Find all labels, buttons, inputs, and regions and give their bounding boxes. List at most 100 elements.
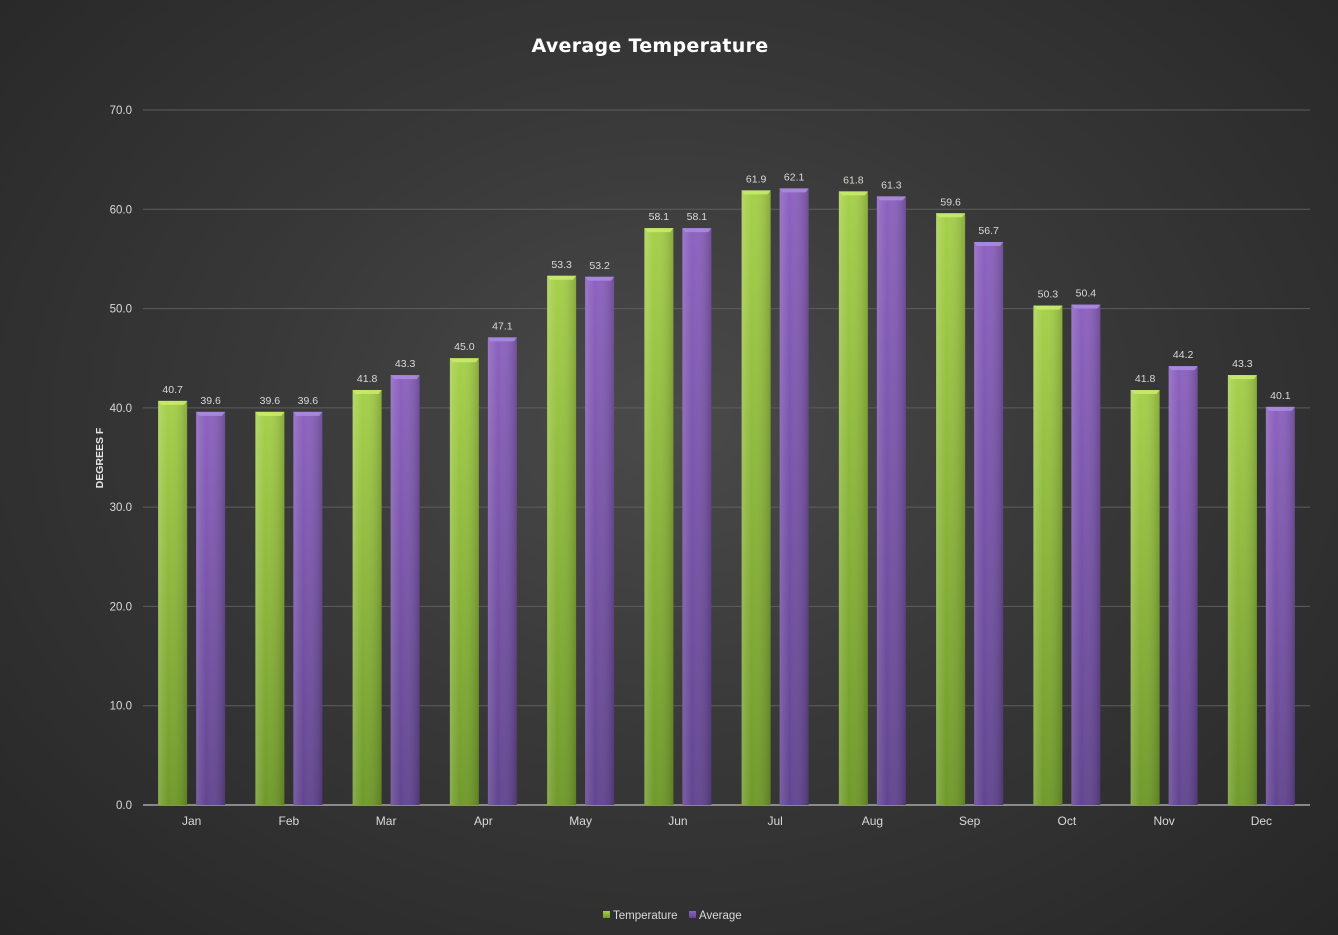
x-tick-label: Nov xyxy=(1153,814,1174,828)
x-tick-label: Apr xyxy=(474,814,493,828)
bar-shading xyxy=(1071,304,1101,805)
data-label-temperature: 41.8 xyxy=(357,373,378,385)
bar-shading xyxy=(1033,305,1063,805)
bar-bevel xyxy=(644,228,674,233)
data-label-average: 39.6 xyxy=(298,395,319,407)
bar-temperature-apr xyxy=(449,358,479,805)
y-tick-label: 40.0 xyxy=(110,403,132,415)
data-label-temperature: 59.6 xyxy=(940,196,961,208)
bar-shading xyxy=(196,411,226,805)
bar-average-jul xyxy=(779,188,809,805)
gridlines xyxy=(143,109,1310,806)
bar-shading xyxy=(293,411,323,805)
legend-label-temperature: Temperature xyxy=(613,910,678,922)
bar-bevel xyxy=(779,188,809,193)
y-tick-label: 70.0 xyxy=(110,105,132,117)
data-label-average: 62.1 xyxy=(784,171,805,183)
bar-average-jan xyxy=(196,411,226,805)
bar-bevel xyxy=(585,276,615,281)
data-label-temperature: 50.3 xyxy=(1038,289,1059,301)
bar-bevel xyxy=(1033,305,1063,310)
y-tick-label: 60.0 xyxy=(110,204,132,216)
bar-bevel xyxy=(449,358,479,363)
bar-average-sep xyxy=(974,242,1004,806)
bar-shading xyxy=(741,190,771,805)
bar-bevel xyxy=(682,228,712,233)
bar-average-oct xyxy=(1071,304,1101,805)
legend-label-average: Average xyxy=(699,910,742,922)
bar-shading xyxy=(974,242,1004,806)
bar-bevel xyxy=(487,337,517,342)
bar-average-aug xyxy=(876,196,906,806)
data-label-average: 44.2 xyxy=(1173,349,1194,361)
bar-bevel xyxy=(1265,406,1295,411)
bar-average-feb xyxy=(293,411,323,805)
data-label-average: 40.1 xyxy=(1270,390,1291,402)
bar-bevel xyxy=(293,411,323,416)
x-tick-label: Feb xyxy=(279,814,300,828)
bar-bevel xyxy=(158,400,188,405)
y-tick-label: 20.0 xyxy=(110,601,132,613)
bar-temperature-jul xyxy=(741,190,771,805)
bar-shading xyxy=(585,276,615,805)
data-label-average: 58.1 xyxy=(687,211,708,223)
bar-shading xyxy=(352,389,382,805)
bar-shading xyxy=(158,400,188,805)
x-tick-label: Sep xyxy=(959,814,981,828)
data-label-average: 39.6 xyxy=(200,395,221,407)
bar-average-apr xyxy=(487,337,517,805)
data-label-temperature: 45.0 xyxy=(454,341,475,353)
x-tick-label: Dec xyxy=(1251,814,1272,828)
bar-temperature-nov xyxy=(1130,389,1160,805)
bar-shading xyxy=(1227,375,1257,805)
y-tick-label: 30.0 xyxy=(110,502,132,514)
x-tick-label: Jan xyxy=(182,814,201,828)
legend-swatch-temperature xyxy=(603,911,610,918)
legend-swatch-average xyxy=(689,911,696,918)
bar-shading xyxy=(547,275,577,805)
bar-average-dec xyxy=(1265,406,1295,805)
y-tick-label: 50.0 xyxy=(110,304,132,316)
bar-bevel xyxy=(1227,375,1257,380)
bar-bevel xyxy=(1168,366,1198,371)
bar-bevel xyxy=(547,275,577,280)
bar-shading xyxy=(449,358,479,805)
bar-shading xyxy=(1168,366,1198,805)
x-tick-label: Jul xyxy=(767,814,782,828)
bar-shading xyxy=(644,228,674,805)
data-label-average: 56.7 xyxy=(978,225,999,237)
chart-title: Average Temperature xyxy=(532,35,769,57)
y-axis: 0.0 10.0 20.0 30.0 40.0 50.0 60.0 70.0 xyxy=(110,105,132,812)
bar-shading xyxy=(682,228,712,805)
x-axis: Jan Feb Mar Apr May Jun Jul Aug Sep Oct Nov Dec xyxy=(182,814,1272,828)
data-label-temperature: 53.3 xyxy=(551,259,572,271)
bar-bevel xyxy=(390,375,420,380)
bar-temperature-jun xyxy=(644,228,674,805)
bar-bevel xyxy=(838,191,868,196)
x-tick-label: Aug xyxy=(862,814,883,828)
bar-average-may xyxy=(585,276,615,805)
bar-shading xyxy=(838,191,868,805)
bar-shading xyxy=(936,213,966,805)
bar-shading xyxy=(779,188,809,805)
data-label-temperature: 40.7 xyxy=(162,384,183,396)
bar-bevel xyxy=(974,242,1004,247)
data-label-temperature: 61.8 xyxy=(843,174,864,186)
bar-bevel xyxy=(196,411,226,416)
bar-temperature-jan xyxy=(158,400,188,805)
bar-shading xyxy=(487,337,517,805)
data-label-average: 53.2 xyxy=(589,260,610,272)
bar-bevel xyxy=(1130,389,1160,394)
bar-shading xyxy=(1130,389,1160,805)
data-label-temperature: 61.9 xyxy=(746,173,767,185)
bar-temperature-oct xyxy=(1033,305,1063,805)
bar-shading xyxy=(876,196,906,806)
data-labels: 40.7 39.6 39.6 39.6 41.8 43.3 45.0 47.1 53.3 53.2… xyxy=(162,171,1290,406)
bar-average-mar xyxy=(390,375,420,805)
bar-temperature-may xyxy=(547,275,577,805)
data-label-average: 47.1 xyxy=(492,320,513,332)
bar-bevel xyxy=(741,190,771,195)
data-label-temperature: 41.8 xyxy=(1135,373,1156,385)
